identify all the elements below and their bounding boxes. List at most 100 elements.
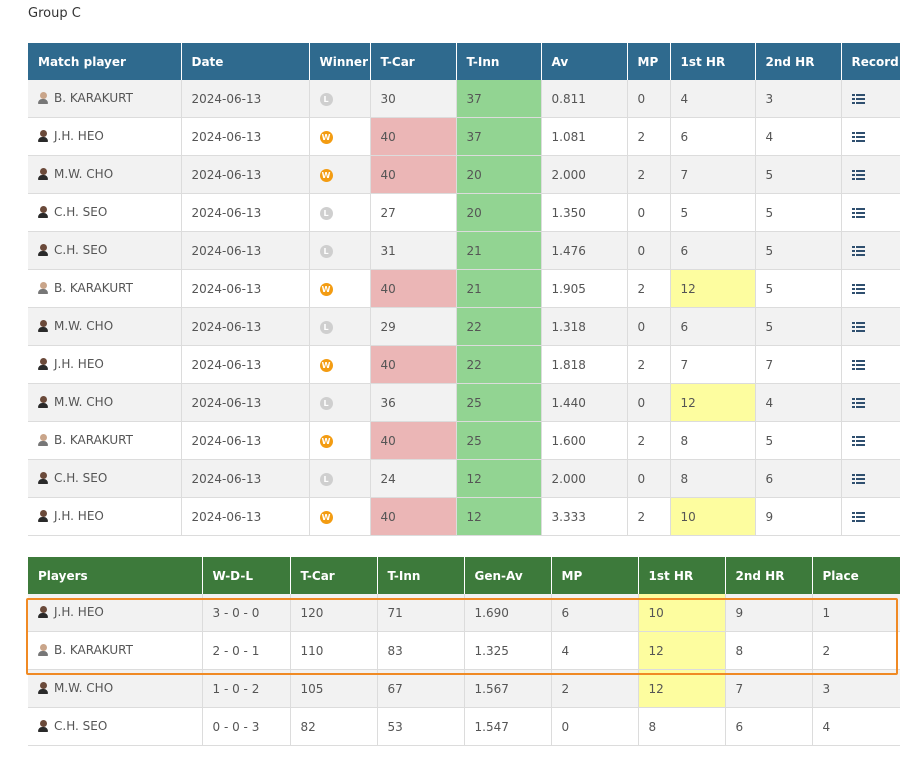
- record-cell[interactable]: [841, 421, 900, 460]
- header-gen-av[interactable]: Gen-Av: [464, 557, 552, 594]
- player-name[interactable]: B. KARAKURT: [54, 432, 133, 447]
- player-name[interactable]: B. KARAKURT: [54, 280, 133, 295]
- match-player-cell[interactable]: J.H. HEO: [28, 117, 182, 156]
- header-place[interactable]: Place: [812, 557, 900, 594]
- record-cell[interactable]: [841, 307, 900, 346]
- winner-cell: L: [309, 459, 371, 498]
- list-icon[interactable]: [851, 512, 865, 522]
- list-icon[interactable]: [851, 436, 865, 446]
- first-hr-value: 8: [638, 707, 726, 746]
- header-t-car[interactable]: T-Car: [290, 557, 378, 594]
- record-cell[interactable]: [841, 269, 900, 308]
- list-icon[interactable]: [851, 132, 865, 142]
- player-name[interactable]: C.H. SEO: [54, 242, 108, 257]
- list-icon[interactable]: [851, 170, 865, 180]
- standings-player-cell[interactable]: M.W. CHO: [28, 669, 203, 708]
- second-hr-value: 7: [755, 345, 842, 384]
- header-1st-hr[interactable]: 1st HR: [670, 43, 756, 80]
- header-date[interactable]: Date: [181, 43, 310, 80]
- first-hr-value: 10: [638, 594, 726, 632]
- match-date: 2024-06-13: [181, 459, 310, 498]
- match-player-cell[interactable]: C.H. SEO: [28, 231, 182, 270]
- record-cell[interactable]: [841, 80, 900, 118]
- player-name[interactable]: M.W. CHO: [54, 318, 114, 333]
- record-cell[interactable]: [841, 497, 900, 536]
- t-inn-value: 25: [456, 421, 542, 460]
- player-name[interactable]: M.W. CHO: [54, 680, 114, 695]
- average-value: 2.000: [541, 155, 628, 194]
- list-icon[interactable]: [851, 246, 865, 256]
- t-car-value: 36: [370, 383, 457, 422]
- header-mp[interactable]: MP: [551, 557, 639, 594]
- header-mp[interactable]: MP: [627, 43, 671, 80]
- loss-badge-icon: L: [319, 320, 333, 334]
- list-icon[interactable]: [851, 284, 865, 294]
- player-avatar-icon: [38, 357, 48, 370]
- match-row: B. KARAKURT 2024-06-13 L 30 37 0.811 0 4 3: [28, 80, 900, 118]
- standings-player-cell[interactable]: J.H. HEO: [28, 594, 203, 632]
- header-2nd-hr[interactable]: 2nd HR: [725, 557, 813, 594]
- first-hr-value: 8: [670, 459, 756, 498]
- player-name[interactable]: C.H. SEO: [54, 470, 108, 485]
- match-player-cell[interactable]: B. KARAKURT: [28, 80, 182, 118]
- player-name[interactable]: J.H. HEO: [54, 356, 104, 371]
- record-cell[interactable]: [841, 345, 900, 384]
- record-cell[interactable]: [841, 155, 900, 194]
- header-2nd-hr[interactable]: 2nd HR: [755, 43, 842, 80]
- player-name[interactable]: C.H. SEO: [54, 204, 108, 219]
- player-name[interactable]: J.H. HEO: [54, 604, 104, 619]
- header-av[interactable]: Av: [541, 43, 628, 80]
- header-t-inn[interactable]: T-Inn: [456, 43, 542, 80]
- first-hr-value: 6: [670, 117, 756, 156]
- player-avatar-icon: [38, 129, 48, 142]
- header-winner[interactable]: Winner: [309, 43, 371, 80]
- record-cell[interactable]: [841, 383, 900, 422]
- match-player-cell[interactable]: J.H. HEO: [28, 497, 182, 536]
- match-player-cell[interactable]: C.H. SEO: [28, 193, 182, 232]
- gen-av-value: 1.690: [464, 594, 552, 632]
- t-inn-value: 37: [456, 80, 542, 118]
- t-inn-value: 21: [456, 231, 542, 270]
- record-cell[interactable]: [841, 117, 900, 156]
- header-players[interactable]: Players: [28, 557, 203, 594]
- list-icon[interactable]: [851, 94, 865, 104]
- match-player-cell[interactable]: B. KARAKURT: [28, 421, 182, 460]
- player-name[interactable]: B. KARAKURT: [54, 642, 133, 657]
- player-name[interactable]: J.H. HEO: [54, 508, 104, 523]
- player-name[interactable]: M.W. CHO: [54, 394, 114, 409]
- header-t-car[interactable]: T-Car: [370, 43, 457, 80]
- match-player-cell[interactable]: M.W. CHO: [28, 155, 182, 194]
- standings-player-cell[interactable]: B. KARAKURT: [28, 631, 203, 670]
- mp-value: 4: [551, 631, 639, 670]
- player-name[interactable]: B. KARAKURT: [54, 90, 133, 105]
- record-cell[interactable]: [841, 231, 900, 270]
- match-player-cell[interactable]: B. KARAKURT: [28, 269, 182, 308]
- record-cell[interactable]: [841, 459, 900, 498]
- mp-value: 2: [627, 421, 671, 460]
- list-icon[interactable]: [851, 208, 865, 218]
- t-inn-value: 37: [456, 117, 542, 156]
- match-date: 2024-06-13: [181, 497, 310, 536]
- list-icon[interactable]: [851, 322, 865, 332]
- header-w-d-l[interactable]: W-D-L: [202, 557, 291, 594]
- mp-value: 2: [627, 117, 671, 156]
- t-inn-value: 22: [456, 307, 542, 346]
- record-cell[interactable]: [841, 193, 900, 232]
- list-icon[interactable]: [851, 474, 865, 484]
- winner-cell: W: [309, 421, 371, 460]
- win-badge-icon: W: [319, 510, 333, 524]
- match-player-cell[interactable]: C.H. SEO: [28, 459, 182, 498]
- header-t-inn[interactable]: T-Inn: [377, 557, 465, 594]
- match-player-cell[interactable]: J.H. HEO: [28, 345, 182, 384]
- match-player-cell[interactable]: M.W. CHO: [28, 307, 182, 346]
- header-match-player[interactable]: Match player: [28, 43, 182, 80]
- player-name[interactable]: C.H. SEO: [54, 718, 108, 733]
- standings-player-cell[interactable]: C.H. SEO: [28, 707, 203, 746]
- player-name[interactable]: J.H. HEO: [54, 128, 104, 143]
- list-icon[interactable]: [851, 398, 865, 408]
- list-icon[interactable]: [851, 360, 865, 370]
- player-name[interactable]: M.W. CHO: [54, 166, 114, 181]
- header-1st-hr[interactable]: 1st HR: [638, 557, 726, 594]
- match-player-cell[interactable]: M.W. CHO: [28, 383, 182, 422]
- first-hr-value: 4: [670, 80, 756, 118]
